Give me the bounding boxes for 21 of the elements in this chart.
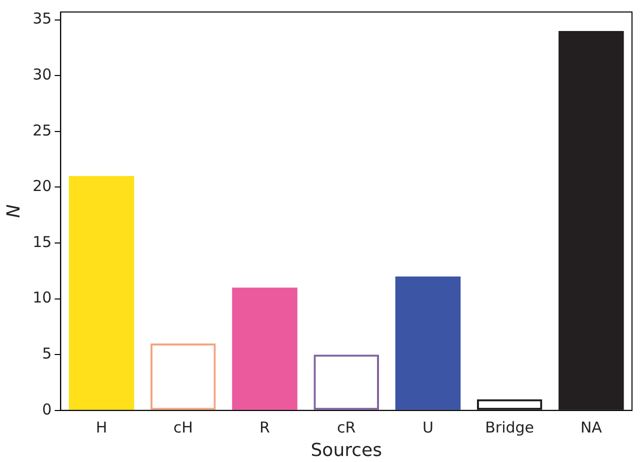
y-tick-label: 20	[32, 177, 52, 196]
x-tick-label: Bridge	[485, 418, 534, 436]
y-tick-label: 0	[42, 400, 52, 418]
x-tick-label: H	[96, 418, 108, 436]
y-tick-label: 35	[32, 10, 52, 28]
y-tick-label: 25	[32, 121, 52, 140]
bar	[395, 276, 461, 410]
bar	[558, 30, 624, 410]
bar	[68, 176, 134, 410]
y-tick-label: 10	[32, 288, 52, 307]
x-tick-label: NA	[580, 418, 603, 436]
bar	[232, 288, 298, 410]
y-tick-label: 15	[32, 232, 52, 251]
y-axis-title: N	[3, 204, 24, 218]
x-tick-label: R	[260, 418, 270, 436]
x-tick-label: cR	[337, 418, 356, 436]
x-tick-label: cH	[173, 418, 193, 436]
x-tick-label: U	[422, 418, 434, 436]
y-tick-label: 30	[32, 66, 52, 84]
y-tick-label: 5	[42, 344, 52, 362]
x-axis-title: Sources	[310, 440, 382, 461]
